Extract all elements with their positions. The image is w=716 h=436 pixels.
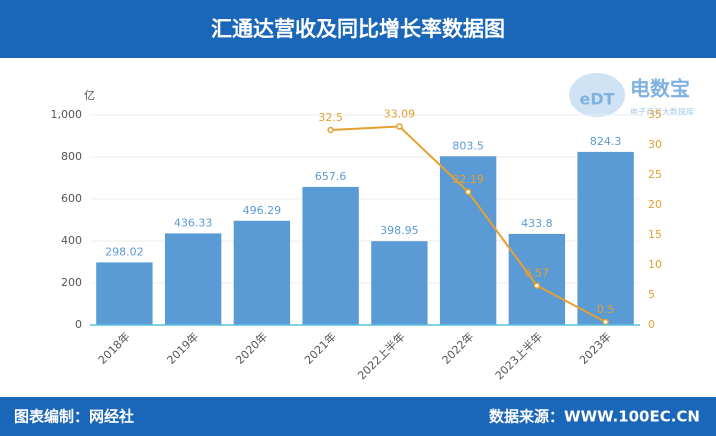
bar-label: 298.02 <box>105 245 144 258</box>
chart-title: 汇通达营收及同比增长率数据图 <box>211 17 505 41</box>
y2-tick-label: 5 <box>648 288 655 301</box>
growth-point <box>396 123 403 130</box>
bar-label: 496.29 <box>243 204 282 217</box>
growth-point <box>464 188 472 196</box>
bar <box>302 186 359 325</box>
footer-band <box>0 397 716 436</box>
header-band <box>0 0 716 58</box>
y-tick-label: 200 <box>61 276 82 289</box>
bar <box>96 262 153 325</box>
bar-label: 657.6 <box>315 170 347 183</box>
logo-tagline: 电子商务大数据库 <box>630 107 694 117</box>
growth-label: 6.57 <box>525 267 550 280</box>
y2-tick-label: 15 <box>648 228 662 241</box>
growth-label: 22.19 <box>452 173 484 186</box>
y-tick-label: 600 <box>61 192 82 205</box>
growth-label: 33.09 <box>384 107 416 120</box>
growth-label: 32.5 <box>318 111 343 124</box>
bar <box>233 220 291 325</box>
growth-label: 0.5 <box>597 303 615 316</box>
bar-label: 433.8 <box>521 217 553 230</box>
y-tick-label: 1,000 <box>51 108 83 121</box>
footer-right: 数据来源：WWW.100EC.CN <box>489 408 700 426</box>
bar <box>508 233 566 325</box>
y2-tick-label: 35 <box>648 108 662 121</box>
y2-tick-label: 0 <box>648 318 655 331</box>
y-tick-label: 0 <box>75 318 82 331</box>
bar <box>371 241 428 325</box>
bar <box>577 151 634 325</box>
bar-label: 436.33 <box>174 216 213 229</box>
bar <box>164 233 222 325</box>
bar-label: 803.5 <box>452 139 484 152</box>
growth-point <box>327 126 334 134</box>
bar-label: 824.3 <box>590 135 622 148</box>
y2-tick-label: 25 <box>648 168 662 181</box>
logo-cloud <box>569 73 625 117</box>
y-tick-label: 400 <box>61 234 82 247</box>
growth-point <box>602 318 609 326</box>
bar <box>439 156 497 325</box>
logo-name: 电数宝 <box>630 77 690 101</box>
bar-label: 398.95 <box>380 224 419 237</box>
y2-tick-label: 10 <box>648 258 662 271</box>
y-unit: 亿 <box>84 89 95 102</box>
y2-tick-label: 30 <box>648 138 662 151</box>
y2-tick-label: 20 <box>648 198 662 211</box>
logo-mark: eDT <box>579 90 614 109</box>
footer-left: 图表编制：网经社 <box>14 408 134 426</box>
growth-point <box>533 282 541 289</box>
y-tick-label: 800 <box>61 150 82 163</box>
